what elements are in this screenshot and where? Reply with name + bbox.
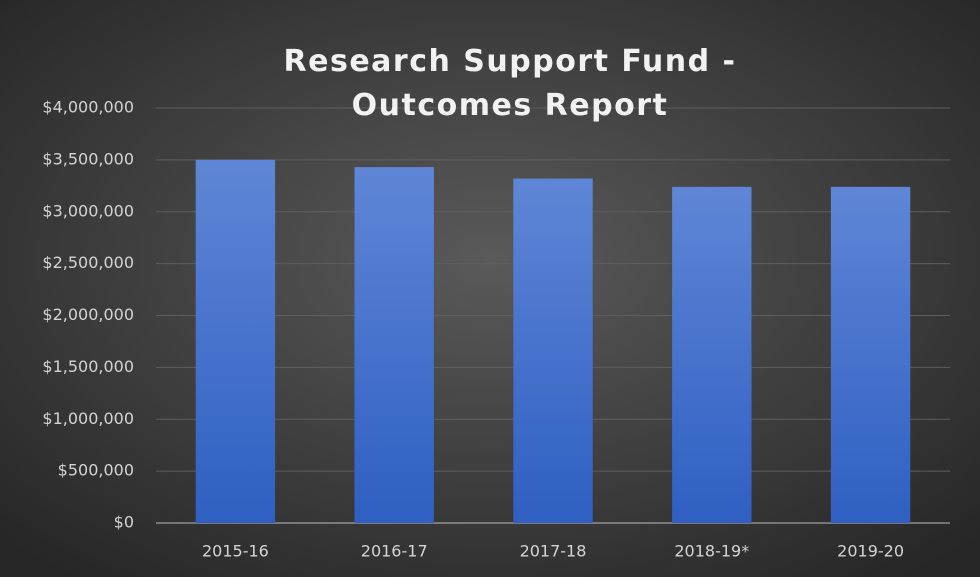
- y-tick-label: $4,000,000: [42, 98, 134, 117]
- x-tick-label: 2016-17: [361, 542, 428, 561]
- y-tick-label: $1,500,000: [42, 357, 134, 376]
- y-tick-label: $2,000,000: [42, 305, 134, 324]
- x-tick-label: 2019-20: [837, 542, 904, 561]
- x-tick-label: 2015-16: [202, 542, 269, 561]
- y-tick-label: $3,000,000: [42, 201, 134, 220]
- chart-title: Research Support Fund - Outcomes Report: [283, 44, 737, 123]
- bar: [354, 167, 434, 523]
- bar: [672, 186, 752, 523]
- bar: [830, 186, 911, 523]
- bar: [195, 159, 276, 523]
- bar: [513, 178, 593, 524]
- x-tick-label: 2017-18: [520, 542, 587, 561]
- x-tick-label: 2018-19*: [674, 542, 749, 561]
- y-tick-label: $3,500,000: [42, 149, 134, 168]
- y-tick-label: $1,000,000: [42, 409, 134, 428]
- y-tick-label: $500,000: [58, 461, 134, 480]
- y-tick-label: $2,500,000: [42, 253, 134, 272]
- y-tick-label: $0: [114, 513, 134, 532]
